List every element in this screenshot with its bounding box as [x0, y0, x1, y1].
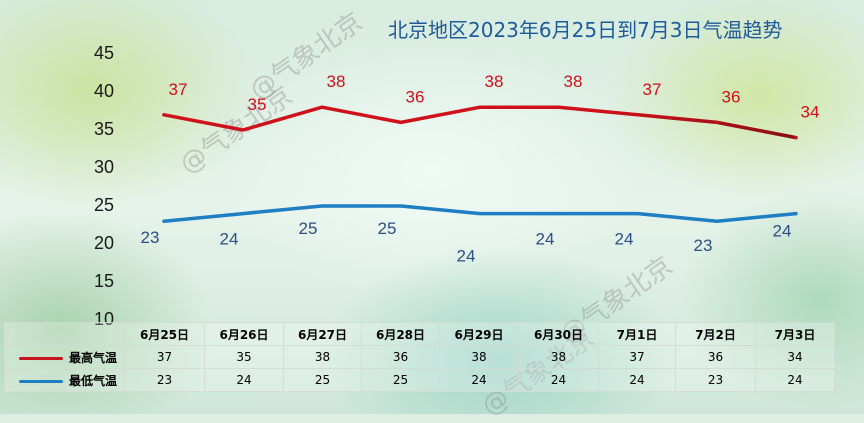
data-label-low: 25	[299, 219, 318, 238]
data-label-low: 24	[615, 230, 634, 249]
data-point-high	[636, 113, 640, 117]
chart-title: 北京地区2023年6月25日到7月3日气温趋势	[388, 18, 783, 42]
line-chart: 37 35 38 36 38 38 37 36 34 23 24 25 25 24 24 24 23 24	[141, 72, 820, 266]
header-cell: 6月28日	[361, 322, 440, 346]
legend-high: 最高气温	[4, 345, 125, 369]
legend-high-label: 最高气温	[69, 350, 118, 365]
data-label-low: 23	[694, 236, 713, 255]
table-cell: 24	[204, 368, 284, 392]
y-tick-label: 40	[93, 81, 114, 101]
table-cell: 34	[755, 345, 835, 369]
table-cell: 25	[361, 368, 440, 392]
table-cell: 36	[675, 345, 756, 369]
table-row-low: 最低气温 23 24 25 25 24 24 24 23 24	[4, 368, 835, 392]
data-label-low: 23	[141, 228, 160, 247]
header-cell: 6月26日	[204, 322, 284, 346]
data-label-low: 24	[457, 247, 476, 266]
table-cell: 37	[124, 345, 205, 369]
data-label-high: 36	[722, 87, 741, 106]
header-cell: 7月3日	[755, 322, 835, 346]
table-cell: 38	[283, 345, 362, 369]
table-cell: 24	[518, 368, 599, 392]
data-label-low: 24	[773, 222, 792, 241]
data-table: 6月25日 6月26日 6月27日 6月28日 6月29日 6月30日 7月1日…	[4, 322, 835, 392]
data-label-low: 24	[536, 230, 555, 249]
table-cell: 23	[124, 368, 205, 392]
header-cell: 6月25日	[124, 322, 205, 346]
data-point-high	[162, 113, 166, 117]
data-point-low	[320, 204, 324, 208]
data-point-high	[794, 136, 798, 140]
table-header-row: 6月25日 6月26日 6月27日 6月28日 6月29日 6月30日 7月1日…	[4, 322, 835, 346]
table-cell: 24	[598, 368, 676, 392]
data-label-high: 37	[643, 80, 662, 99]
header-cell: 7月1日	[598, 322, 676, 346]
header-cell: 7月2日	[675, 322, 756, 346]
data-label-high: 38	[485, 72, 504, 91]
legend-low: 最低气温	[4, 368, 125, 392]
y-tick-label: 45	[93, 43, 114, 63]
y-tick-label: 25	[93, 195, 114, 215]
legend-high-line	[19, 356, 63, 360]
table-cell: 24	[755, 368, 835, 392]
data-point-low	[794, 212, 798, 216]
data-point-low	[399, 204, 403, 208]
data-label-high: 36	[406, 87, 425, 106]
table-cell: 25	[283, 368, 362, 392]
data-point-high	[478, 105, 482, 109]
data-point-high	[399, 120, 403, 124]
data-point-low	[715, 219, 719, 223]
data-point-low	[557, 212, 561, 216]
data-label-high: 38	[564, 72, 583, 91]
data-label-high: 38	[327, 72, 346, 91]
data-label-high: 34	[801, 103, 820, 122]
data-point-high	[557, 105, 561, 109]
table-corner-cell	[4, 322, 125, 346]
table-cell: 37	[598, 345, 676, 369]
table-cell: 36	[361, 345, 440, 369]
table-cell: 38	[439, 345, 519, 369]
header-cell: 6月30日	[518, 322, 599, 346]
data-point-low	[636, 212, 640, 216]
y-tick-label: 30	[93, 157, 114, 177]
header-cell: 6月27日	[283, 322, 362, 346]
table-cell: 23	[675, 368, 756, 392]
data-point-high	[320, 105, 324, 109]
table-cell: 24	[439, 368, 519, 392]
data-point-low	[478, 212, 482, 216]
data-label-high: 35	[248, 95, 267, 114]
data-point-low	[162, 219, 166, 223]
table-cell: 35	[204, 345, 284, 369]
y-tick-label: 15	[93, 271, 114, 291]
header-cell: 6月29日	[439, 322, 519, 346]
data-point-low	[241, 212, 245, 216]
legend-low-label: 最低气温	[69, 373, 118, 388]
data-point-high	[715, 120, 719, 124]
data-label-low: 25	[378, 219, 397, 238]
data-label-high: 37	[169, 80, 188, 99]
data-point-high	[241, 128, 245, 132]
table-row-high: 最高气温 37 35 38 36 38 38 37 36 34	[4, 345, 835, 369]
table-cell: 38	[518, 345, 599, 369]
legend-low-line	[19, 379, 63, 383]
y-tick-label: 20	[93, 233, 114, 253]
data-label-low: 24	[220, 230, 239, 249]
y-tick-label: 35	[93, 119, 114, 139]
